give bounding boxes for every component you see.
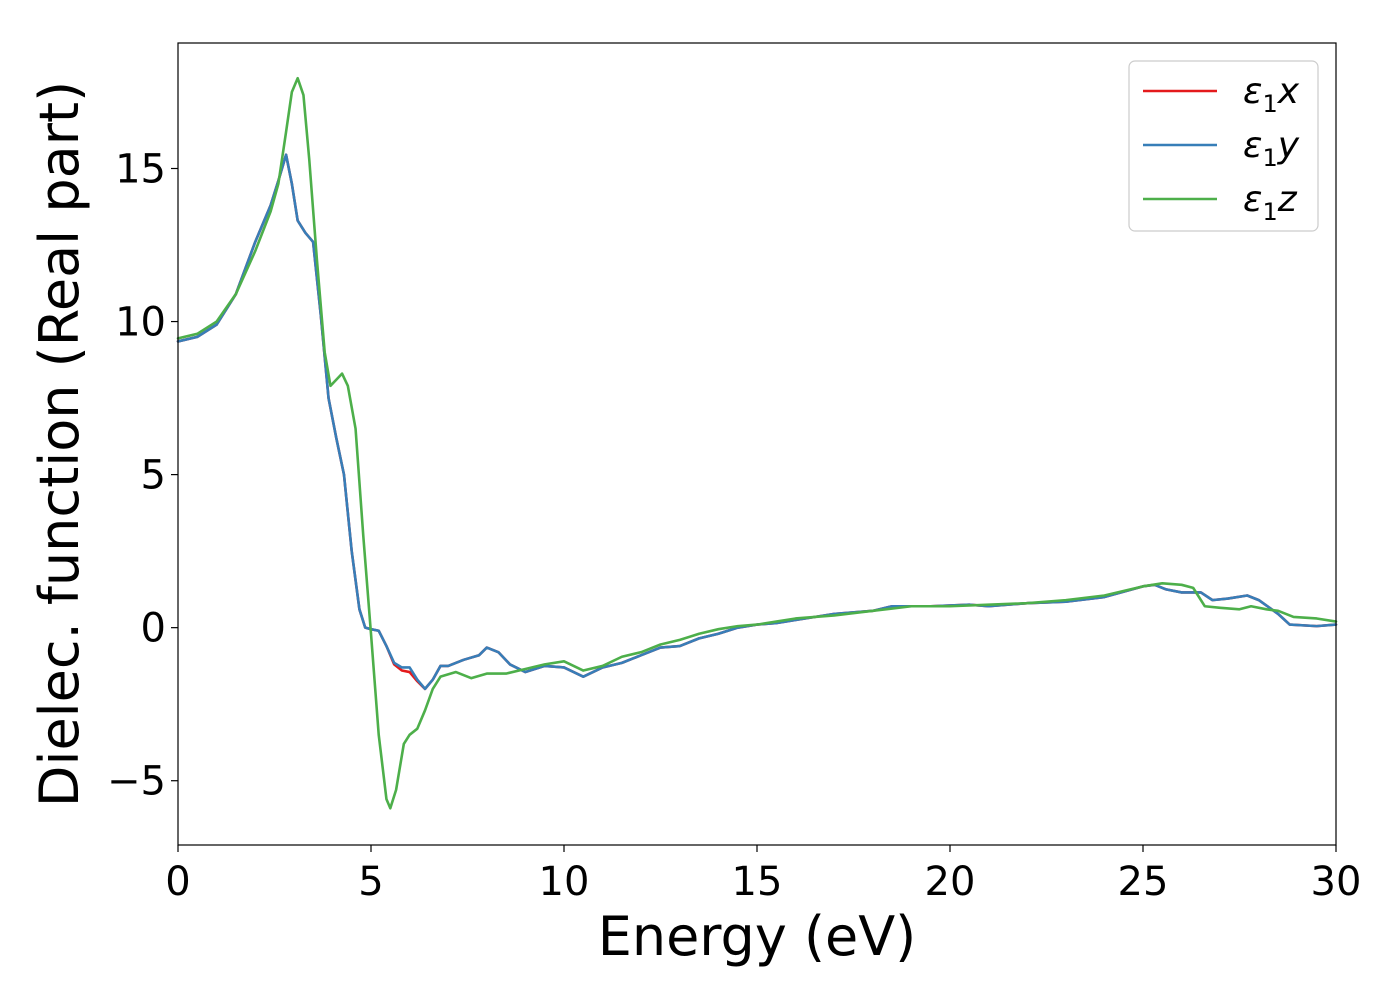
x-tick-label: 20 [925,859,976,905]
legend: ε1x ε1y ε1z [1128,60,1319,232]
x-tick-label: 0 [165,859,190,905]
y-tick-label: −5 [107,759,166,805]
x-tick-label: 5 [358,859,383,905]
x-tick-label: 30 [1311,859,1362,905]
y-axis: −5 0 5 10 15 [107,147,178,805]
y-tick-label: 10 [115,300,166,346]
x-tick-label: 15 [732,859,783,905]
legend-box [1128,60,1319,232]
x-axis-label: Energy (eV) [598,905,917,968]
y-tick-label: 5 [141,453,166,499]
legend-label: ε1x [1243,71,1300,118]
series-layer [176,76,1338,810]
series-line-2 [176,76,1338,810]
x-tick-label: 10 [539,859,590,905]
y-axis-label: Dielec. function (Real part) [28,81,91,807]
x-tick-label: 25 [1118,859,1169,905]
y-tick-label: 15 [115,147,166,193]
legend-label: ε1z [1243,179,1298,226]
legend-label: ε1y [1243,125,1300,172]
y-tick-label: 0 [141,606,166,652]
x-axis: 0 5 10 15 20 25 30 [165,845,1361,905]
